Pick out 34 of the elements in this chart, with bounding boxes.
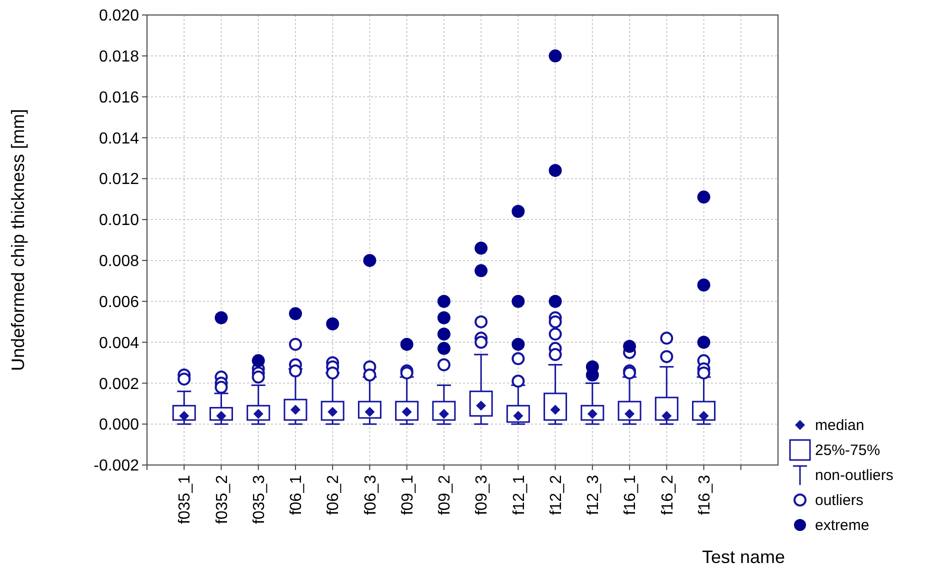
text: non-outliers xyxy=(815,467,894,484)
y-tick-label: 0.008 xyxy=(98,253,140,270)
x-tick-label: f035_3 xyxy=(250,474,268,524)
legend-label: extreme xyxy=(815,517,870,534)
x-tick-label: f09_3 xyxy=(474,474,491,516)
y-tick-label: -0.002 xyxy=(94,458,140,475)
x-tick-label: f16_1 xyxy=(622,474,640,516)
y-axis-title: Undeformed chip thickness [mm] xyxy=(8,108,28,372)
y-tick-label: 0.000 xyxy=(98,416,140,434)
y-tick-label: 0.016 xyxy=(98,89,140,106)
x-tick-label: f16_2 xyxy=(659,474,676,516)
x-tick-label: f09_1 xyxy=(399,474,416,516)
x-tick-label: f12_3 xyxy=(585,474,602,516)
y-tick-label: 0.020 xyxy=(98,8,140,25)
y-tick-label: 0.010 xyxy=(98,212,140,230)
x-axis-title: Test name xyxy=(702,547,785,567)
y-tick-label: 0.006 xyxy=(98,294,140,311)
x-tick-label: f12_1 xyxy=(510,474,528,516)
x-tick-label: f035_2 xyxy=(214,474,231,524)
y-tick-label: 0.002 xyxy=(98,376,140,393)
y-tick-label: 0.012 xyxy=(98,171,140,188)
y-tick-label: 0.014 xyxy=(98,130,140,148)
x-tick-label: f06_2 xyxy=(325,474,342,516)
x-tick-label: f06_3 xyxy=(362,474,380,516)
x-tick-label: f12_2 xyxy=(548,474,565,516)
x-tick-label: f06_1 xyxy=(288,474,306,516)
text: outliers xyxy=(815,492,864,509)
x-tick-label: f035_1 xyxy=(176,474,194,524)
x-tick-label: f09_2 xyxy=(436,474,454,516)
y-tick-label: 0.018 xyxy=(98,48,140,66)
x-tick-label: f16_3 xyxy=(696,474,714,516)
y-tick-label: 0.004 xyxy=(98,334,140,352)
legend-label: 25%-75% xyxy=(815,442,880,459)
text: median xyxy=(815,417,864,434)
